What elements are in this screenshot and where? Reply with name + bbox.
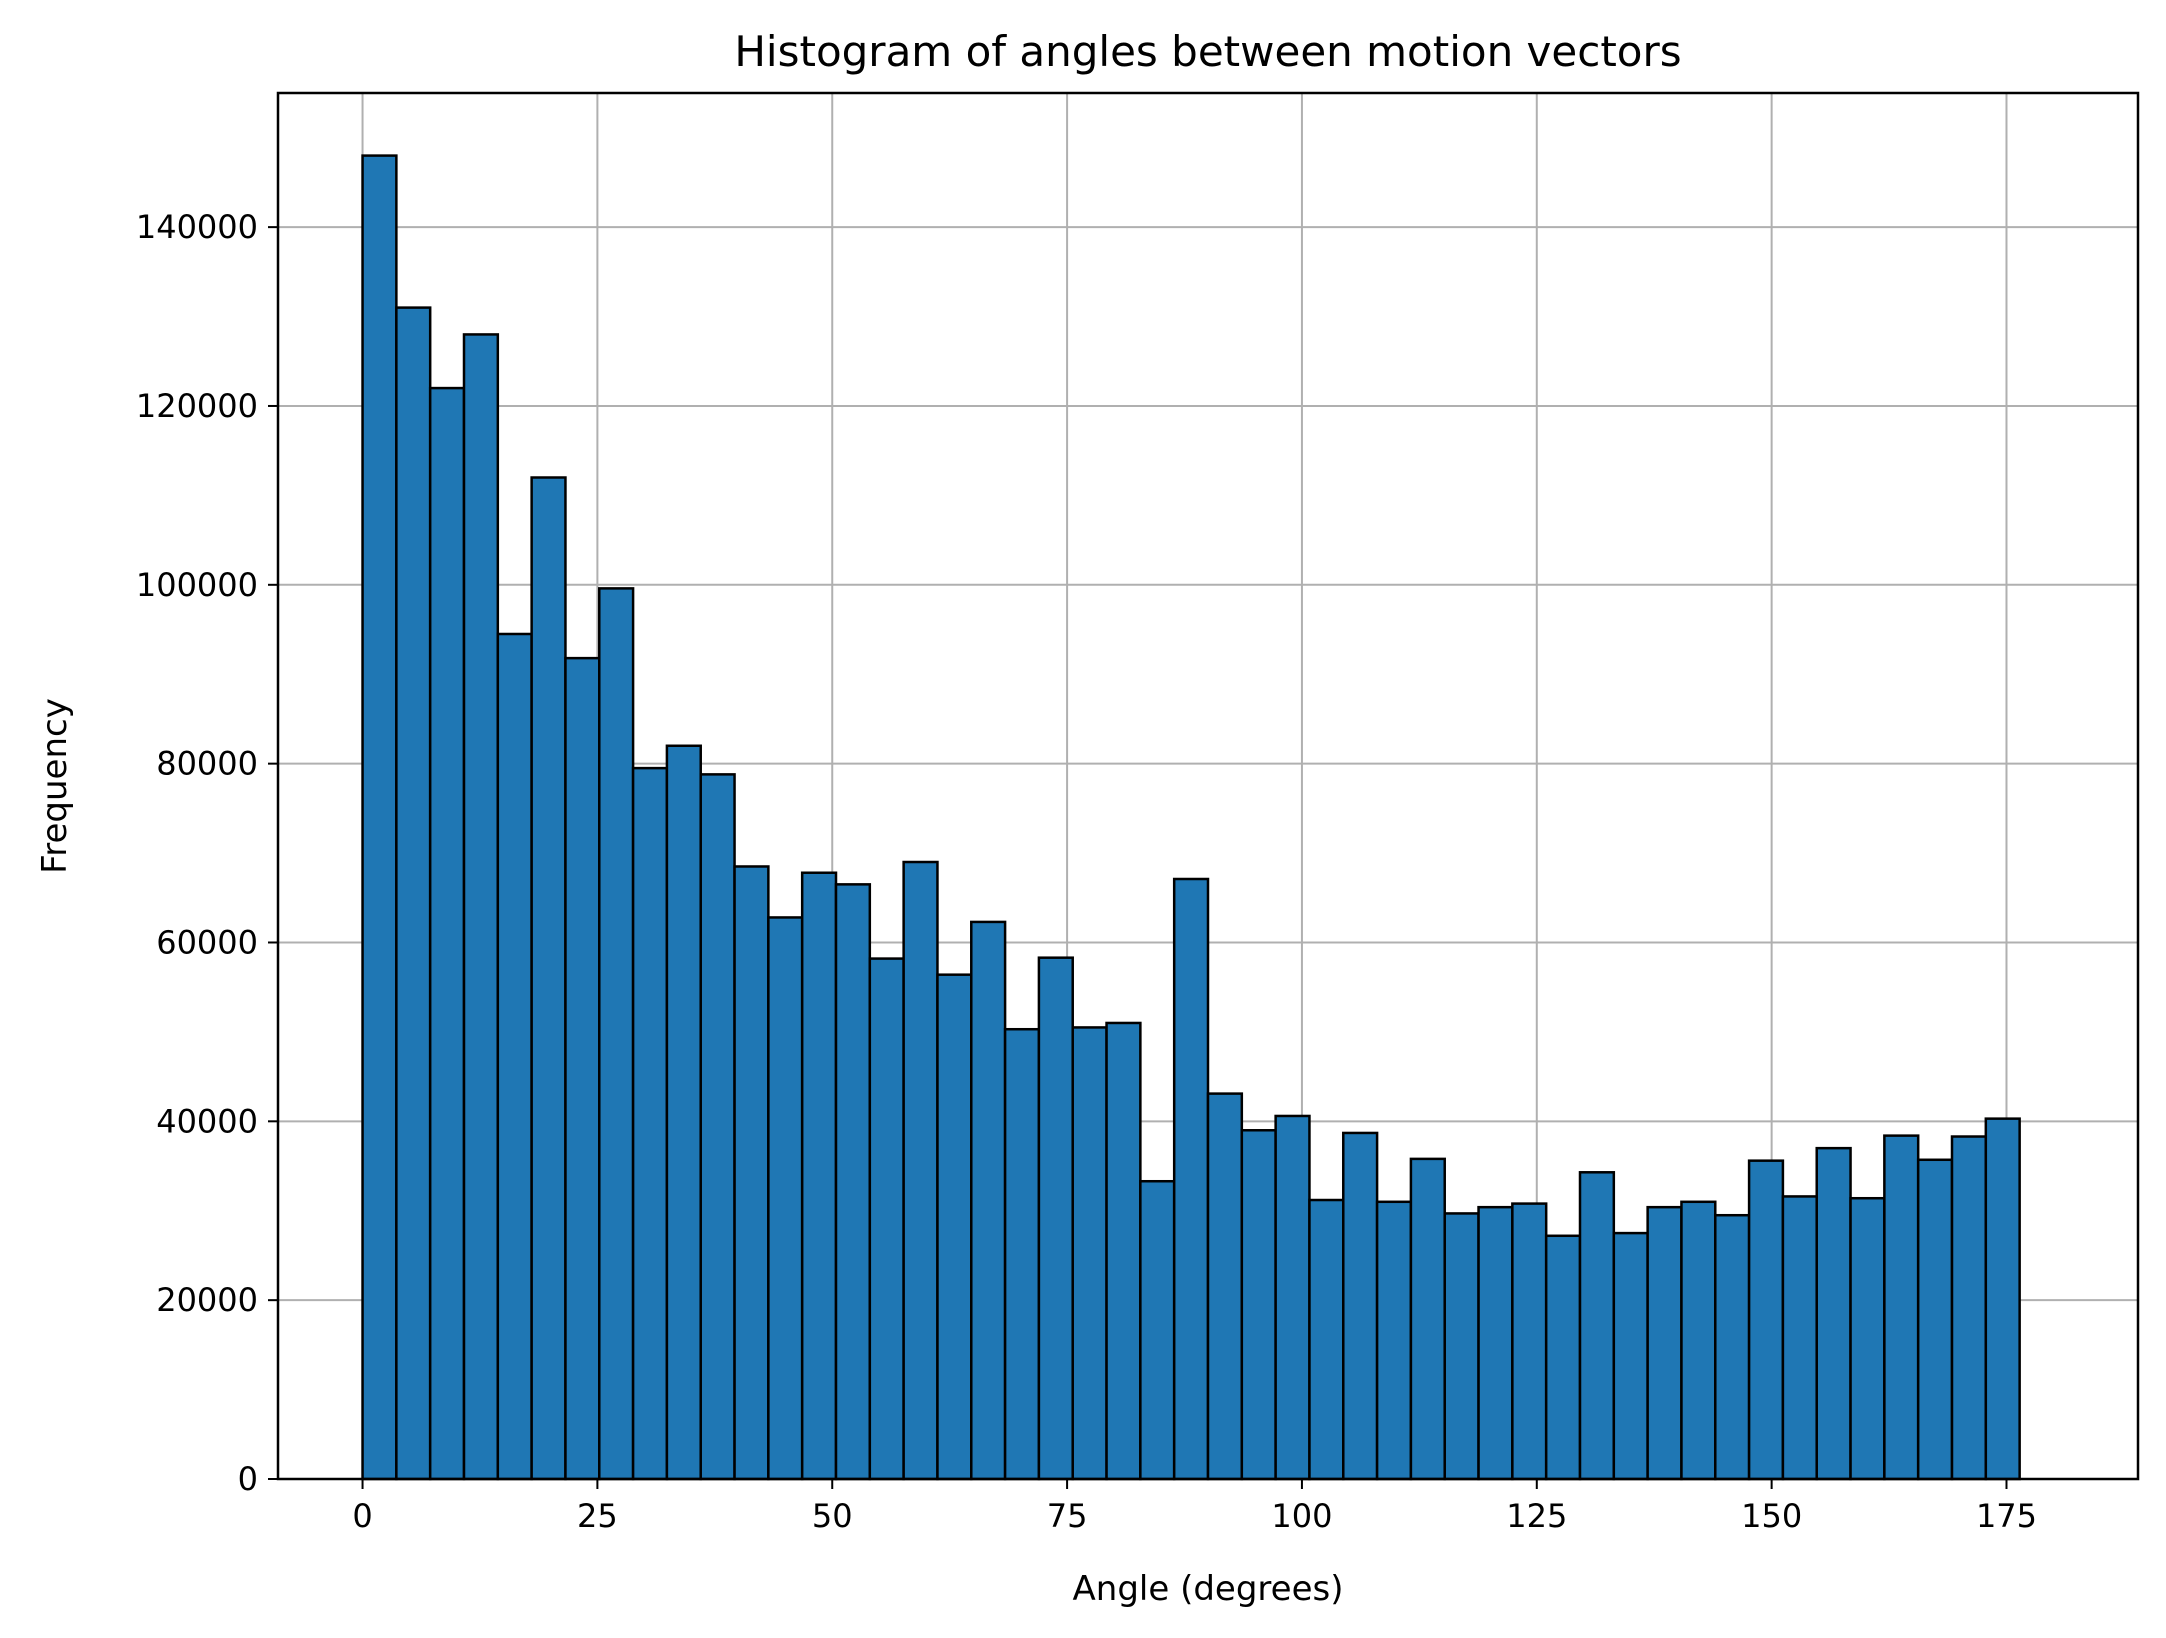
histogram-bar: [936, 973, 973, 1481]
histogram-bar: [1274, 1114, 1311, 1481]
histogram-bar: [699, 773, 736, 1481]
x-tick-label: 0: [352, 1497, 372, 1535]
x-axis-title: Angle (degrees): [1073, 1569, 1344, 1609]
x-tick-label: 25: [577, 1497, 618, 1535]
histogram-bar: [1578, 1171, 1616, 1481]
histogram-bar: [1815, 1146, 1852, 1481]
histogram-bar: [800, 871, 838, 1481]
x-axis-ticks: 0 25 50 75 100 125 150 175: [352, 1479, 2037, 1535]
histogram-bar: [1477, 1205, 1514, 1481]
histogram-bar: [1916, 1158, 1954, 1481]
histogram-bar: [834, 883, 872, 1481]
histogram-bar: [1849, 1196, 1886, 1481]
y-tick-label: 40000: [156, 1102, 258, 1140]
y-tick-label: 100000: [136, 566, 258, 604]
histogram-bar: [1342, 1131, 1379, 1481]
x-tick-label: 75: [1047, 1497, 1088, 1535]
histogram-bar: [1714, 1213, 1751, 1481]
histogram-bar: [1612, 1231, 1649, 1481]
histogram-bar: [970, 920, 1007, 1481]
histogram-bar: [1883, 1134, 1920, 1481]
histogram-bar: [733, 865, 770, 1481]
histogram-bar: [1240, 1129, 1277, 1481]
histogram-bar: [1105, 1021, 1142, 1481]
y-tick-label: 0: [238, 1460, 258, 1498]
histogram-bar: [1950, 1135, 1988, 1481]
y-tick-label: 80000: [156, 745, 258, 783]
histogram-bar: [395, 306, 432, 1481]
histogram-bar: [1680, 1200, 1717, 1481]
x-tick-label: 125: [1506, 1497, 1567, 1535]
histogram-bar: [1984, 1117, 2021, 1481]
histogram-bar: [361, 154, 398, 1481]
histogram-bar: [1443, 1212, 1480, 1481]
histogram-bar: [1308, 1198, 1345, 1481]
x-tick-label: 150: [1741, 1497, 1802, 1535]
histogram-bar: [1747, 1159, 1785, 1481]
histogram-bar: [767, 916, 804, 1481]
histogram-bar: [902, 860, 939, 1481]
x-tick-label: 175: [1976, 1497, 2037, 1535]
histogram-bar: [868, 957, 905, 1481]
histogram-bar: [428, 386, 466, 1481]
histogram-bar: [1206, 1092, 1244, 1481]
histogram-bar: [564, 656, 601, 1481]
histogram-bar: [631, 766, 669, 1481]
y-tick-label: 120000: [136, 387, 258, 425]
histogram-bar: [598, 587, 635, 1481]
histogram-bar: [1781, 1195, 1818, 1481]
y-tick-label: 60000: [156, 923, 258, 961]
x-tick-label: 100: [1271, 1497, 1332, 1535]
histogram-bar: [1409, 1157, 1446, 1481]
histogram-bar: [1375, 1200, 1413, 1481]
histogram-bar: [1139, 1179, 1176, 1481]
histogram-bar: [1544, 1234, 1582, 1481]
x-tick-label: 50: [812, 1497, 853, 1535]
bars-layer: [361, 154, 2021, 1481]
histogram-bar: [1646, 1205, 1683, 1481]
histogram-bar: [1172, 877, 1210, 1481]
y-tick-label: 140000: [136, 208, 258, 246]
y-axis-ticks: 0 20000 40000 60000 80000 100000 120000 140000: [136, 208, 278, 1498]
y-axis-title: Frequency: [35, 698, 75, 874]
chart-title: Histogram of angles between motion vecto…: [734, 27, 1681, 76]
histogram-bar: [462, 333, 500, 1481]
histogram-bar: [1071, 1026, 1108, 1481]
histogram-bar: [1511, 1202, 1548, 1481]
histogram-bar: [665, 744, 702, 1481]
histogram-bar: [530, 476, 567, 1481]
axes-frame: [276, 91, 2140, 1481]
y-tick-label: 20000: [156, 1281, 258, 1319]
histogram-bar: [496, 632, 533, 1481]
histogram-bar: [1003, 1027, 1041, 1481]
histogram-bar: [1037, 956, 1074, 1481]
